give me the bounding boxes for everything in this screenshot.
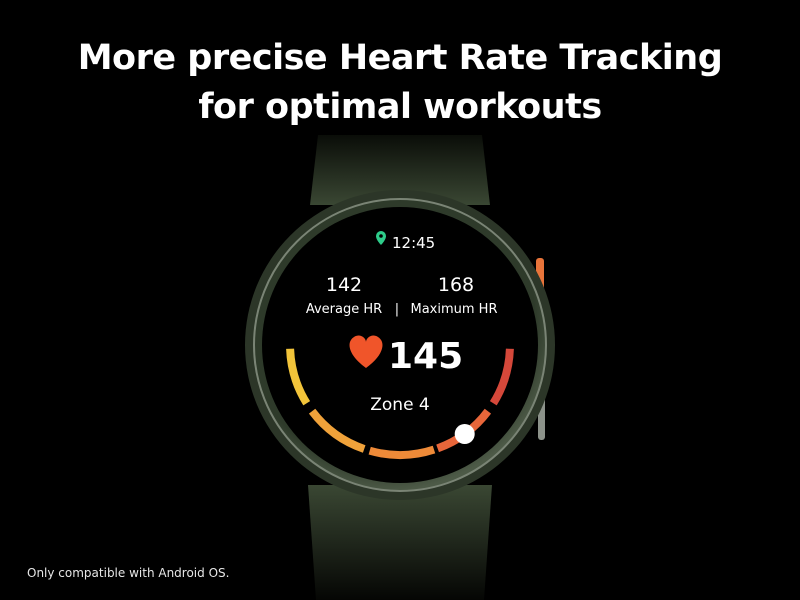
current-zone-indicator <box>454 424 475 444</box>
headline: More precise Heart Rate Tracking for opt… <box>0 34 800 132</box>
zone-1-segment <box>286 348 311 406</box>
current-heart-rate: 145 <box>388 336 463 377</box>
watch-screen <box>262 207 538 483</box>
heart-icon <box>349 335 383 368</box>
heart-rate-zone-arc <box>286 348 514 459</box>
maximum-hr-value: 168 <box>438 274 474 296</box>
compatibility-footnote: Only compatible with Android OS. <box>27 566 230 580</box>
top-strap <box>310 135 490 205</box>
average-hr-value: 142 <box>326 274 362 296</box>
hr-separator: | <box>395 302 399 317</box>
watch-time: 12:45 <box>392 234 435 252</box>
zone-5-segment <box>489 348 514 406</box>
headline-line-1: More precise Heart Rate Tracking <box>77 38 723 78</box>
average-hr-label: Average HR <box>306 302 382 317</box>
headline-line-2: for optimal workouts <box>198 87 602 127</box>
location-pin-icon <box>376 231 386 245</box>
maximum-hr-label: Maximum HR <box>411 302 498 317</box>
zone-label: Zone 4 <box>370 395 430 415</box>
bottom-strap <box>308 485 492 600</box>
zone-3-segment <box>368 445 436 459</box>
zone-2-segment <box>308 408 366 453</box>
